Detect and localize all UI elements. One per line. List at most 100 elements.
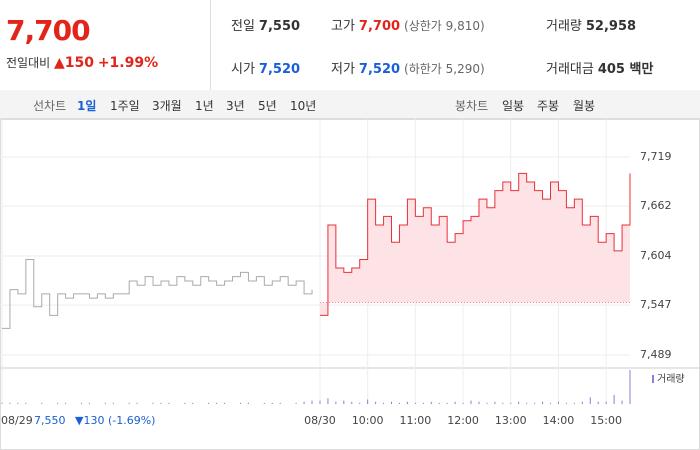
tab[interactable]: 10년 — [290, 99, 317, 113]
line — [2, 258, 313, 329]
tab[interactable]: 월봉 — [573, 99, 596, 113]
volume-bar — [550, 402, 552, 404]
volume-bar — [112, 402, 114, 404]
volume-bar — [502, 402, 504, 404]
x-tick-label: 14:00 — [543, 414, 575, 427]
stat: 저가 7,520 (하한가 5,290) — [331, 58, 485, 77]
volume-bar — [136, 402, 138, 404]
legend-swatch — [652, 375, 654, 383]
tab[interactable]: 일봉 — [502, 99, 525, 113]
x-tick-label: 13:00 — [495, 414, 527, 427]
stat-value: 7,520 — [258, 62, 301, 77]
volume-bar — [327, 398, 329, 404]
volume-bar — [406, 401, 408, 404]
volume-bar — [152, 402, 154, 404]
stat-label: 전일 — [231, 19, 255, 34]
volume-bar — [629, 370, 631, 404]
volume-bar — [65, 402, 67, 404]
x-tick-label: 11:00 — [400, 414, 432, 427]
volume-bar — [486, 402, 488, 404]
volume-bar — [383, 402, 385, 404]
change: 전일대비 ▲150 +1.99% — [6, 54, 158, 71]
y-tick-label: 7,547 — [640, 298, 672, 311]
volume-bar — [621, 400, 623, 404]
volume-bar — [263, 402, 265, 404]
tab[interactable]: 1년 — [195, 99, 214, 113]
stat-label: 고가 — [331, 19, 355, 34]
volume-bar — [25, 402, 27, 404]
volume-bar — [613, 394, 615, 404]
volume-bar — [295, 402, 297, 404]
tab[interactable]: 1주일 — [110, 99, 140, 113]
volume-bar — [80, 402, 82, 404]
volume-bar — [573, 402, 575, 404]
tabs: 선차트 1일 1주일 3개월 1년 3년 5년 10년 봉차트 일봉 주봉 월봉 — [0, 90, 700, 119]
volume-bar — [41, 402, 43, 404]
line — [319, 172, 631, 316]
volume-bar — [605, 401, 607, 404]
stat: 거래량 52,958 — [546, 15, 636, 34]
stat-value: 7,520 — [358, 62, 401, 77]
tab[interactable]: 1일 — [77, 99, 97, 113]
volume-bar — [335, 401, 337, 404]
x-tick-label: 08/30 — [304, 414, 336, 427]
tab[interactable]: 3개월 — [152, 99, 182, 113]
volume-bar — [311, 400, 313, 404]
tab[interactable]: 주봉 — [537, 99, 560, 113]
volume-bar — [88, 402, 90, 404]
tab[interactable]: 3년 — [226, 99, 245, 113]
header: 7,700 전일대비 ▲150 +1.99% 전일 7,550 고가 7,700 (상한… — [0, 0, 700, 91]
volume-bar — [589, 397, 591, 404]
stat-value: 7,550 — [258, 19, 301, 34]
volume-bar — [168, 402, 170, 404]
footer-close: 7,550 — [34, 414, 66, 427]
volume-bar — [192, 402, 194, 404]
stat: 시가 7,520 — [231, 58, 300, 77]
volume-bar — [208, 402, 210, 404]
volume-bar — [17, 402, 19, 404]
change-percent: +1.99% — [97, 55, 159, 71]
volume-bar — [414, 402, 416, 404]
volume-bar — [391, 401, 393, 404]
tab[interactable]: 5년 — [258, 99, 277, 113]
volume-bar — [184, 402, 186, 404]
volume-bar — [367, 399, 369, 404]
volume-bar — [216, 402, 218, 404]
volume-bar — [510, 402, 512, 404]
chart: 7,489 7,547 7,604 7,662 7,719 08/29 08/30 10:00… — [0, 119, 700, 450]
volume-bar — [398, 402, 400, 404]
volume-bar — [359, 402, 361, 404]
stats: 전일 7,550 고가 7,700 (상한가 9,810) 거래량 52,958 시가 7,52… — [210, 0, 700, 90]
volume-bar — [581, 401, 583, 404]
x-tick-label: 08/29 — [1, 414, 33, 427]
stat-label: 저가 — [331, 62, 355, 77]
volume-bar — [9, 402, 11, 404]
stat-value: 52,958 — [585, 19, 637, 34]
stat-label: 거래대금 — [546, 62, 594, 77]
volume-bar — [454, 401, 456, 404]
volume-bar — [104, 402, 106, 404]
stat-label: 시가 — [231, 62, 255, 77]
stat-note: (하한가 5,290) — [404, 62, 485, 76]
legend-label: 거래량 — [657, 373, 685, 385]
volume-bar — [446, 402, 448, 404]
change-label: 전일대비 — [6, 56, 51, 70]
volume-bar — [351, 401, 353, 404]
volume-bar — [518, 401, 520, 404]
volume-bar — [128, 402, 130, 404]
stat: 거래대금 405 백만 — [546, 58, 653, 77]
x-tick-label: 10:00 — [352, 414, 384, 427]
volume-bar — [462, 402, 464, 404]
volume-bar — [279, 402, 281, 404]
volume-bar — [57, 402, 59, 404]
y-tick-label: 7,489 — [640, 348, 672, 361]
stat-value: 405 백만 — [597, 62, 654, 77]
volume-bar — [597, 401, 599, 404]
volume-bar — [557, 401, 559, 404]
volume-bar — [526, 402, 528, 404]
stat: 전일 7,550 — [231, 15, 300, 34]
tab-label: 봉차트 — [455, 99, 489, 113]
volume-bar — [494, 401, 496, 404]
stat: 고가 7,700 (상한가 9,810) — [331, 15, 485, 34]
